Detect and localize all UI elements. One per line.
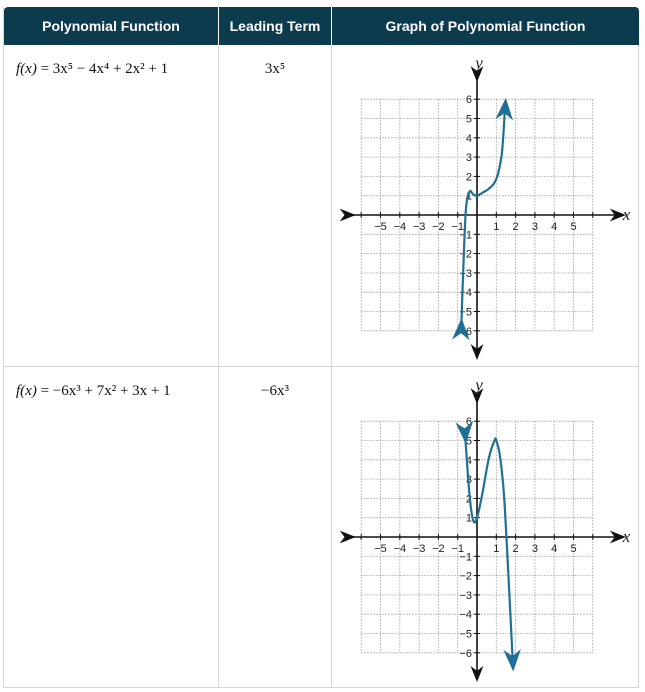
y-tick-label: −3 [459, 268, 472, 280]
row2-graph-cell: −5 −4 −3 −2 −1 1 2 3 4 5 6 5 4 3 2 1 −1 −2 −3 −4 −5 −6 x y [332, 367, 639, 688]
y-tick-label: 6 [466, 416, 472, 428]
header-polynomial-function: Polynomial Function [4, 7, 219, 45]
row2-leading-term: −6x³ [219, 367, 332, 688]
polynomial-curve [451, 97, 514, 341]
x-tick-label: 3 [532, 221, 538, 233]
x-tick-label: 5 [570, 221, 576, 233]
header-graph: Graph of Polynomial Function [332, 7, 639, 45]
x-tick-label: −2 [432, 543, 445, 555]
row1-graph-cell: −5 −4 −3 −2 −1 1 2 3 4 5 6 5 4 3 2 1 −1 −2 −3 −4 −5 −6 x y [332, 45, 639, 367]
polynomial-table: Polynomial Function Leading Term Graph o… [3, 7, 639, 688]
x-tick-label: 4 [551, 543, 557, 555]
y-axis-label: y [473, 375, 483, 394]
y-tick-label: 6 [466, 94, 472, 106]
row1-function: f(x) = 3x⁵ − 4x⁴ + 2x² + 1 [4, 45, 219, 367]
row1-function-body: = 3x⁵ − 4x⁴ + 2x² + 1 [40, 61, 169, 77]
y-tick-label: −2 [459, 249, 472, 261]
y-tick-label: −1 [459, 551, 472, 563]
row2-function: f(x) = −6x³ + 7x² + 3x + 1 [4, 367, 219, 688]
y-tick-label: −5 [459, 629, 472, 641]
y-axis-label: y [473, 53, 483, 72]
x-tick-label: 2 [513, 543, 519, 555]
x-tick-label: −2 [432, 221, 445, 233]
x-tick-label: 2 [513, 221, 519, 233]
x-tick-label: 5 [570, 543, 576, 555]
x-tick-label: −3 [413, 543, 426, 555]
y-tick-label: 4 [466, 133, 472, 145]
row2-function-prefix: f(x) [16, 383, 37, 399]
x-tick-label: −3 [413, 221, 426, 233]
x-tick-label: −5 [374, 543, 387, 555]
row2-function-body: = −6x³ + 7x² + 3x + 1 [40, 383, 171, 399]
x-tick-label: 4 [551, 221, 557, 233]
x-tick-label: −4 [394, 221, 407, 233]
row1-function-prefix: f(x) [16, 61, 37, 77]
x-axis-label: x [622, 205, 631, 224]
y-tick-label: −2 [459, 571, 472, 583]
x-tick-label: 1 [493, 543, 499, 555]
y-tick-label: 2 [466, 171, 472, 183]
x-tick-label: 3 [532, 543, 538, 555]
header-leading-term: Leading Term [219, 7, 332, 45]
x-tick-label: 1 [493, 221, 499, 233]
y-tick-label: 5 [466, 114, 472, 126]
y-tick-label: 3 [466, 152, 472, 164]
y-tick-label: −6 [459, 648, 472, 660]
polynomial-curve [455, 421, 521, 672]
x-axis-label: x [622, 527, 631, 546]
row1-leading-term: 3x⁵ [219, 45, 332, 367]
x-tick-label: −4 [394, 543, 407, 555]
x-tick-label: −5 [374, 221, 387, 233]
y-tick-label: −4 [459, 609, 472, 621]
y-tick-label: −3 [459, 590, 472, 602]
